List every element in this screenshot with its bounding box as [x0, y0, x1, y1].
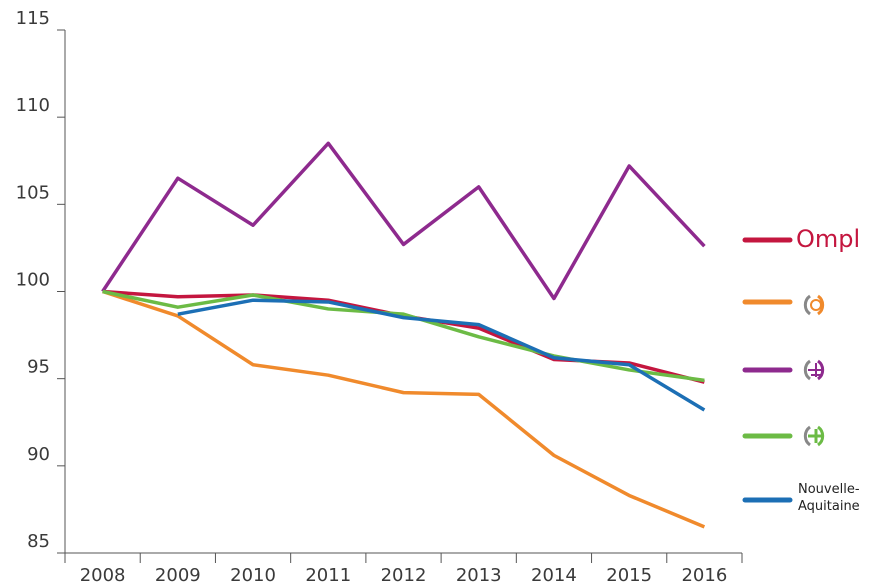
x-tick-label: 2010	[230, 565, 276, 586]
y-tick-label: 100	[16, 270, 50, 291]
series-line	[177, 298, 706, 412]
series-line	[101, 141, 706, 301]
x-tick-label: 2013	[456, 565, 502, 586]
x-tick-label: 2016	[681, 565, 727, 586]
y-tick-label: 110	[16, 95, 50, 116]
legend-label: Ompl	[796, 225, 861, 253]
x-tick-label: 2014	[531, 565, 577, 586]
x-tick-label: 2008	[80, 565, 126, 586]
series-line	[102, 289, 705, 383]
y-tick-label: 95	[27, 357, 50, 378]
legend-icon	[803, 294, 825, 447]
y-tick-label: 115	[16, 8, 50, 29]
x-tick-label: 2009	[155, 565, 201, 586]
x-tick-label: 2015	[606, 565, 652, 586]
x-tick-label: 2012	[381, 565, 427, 586]
legend-label: Nouvelle-Aquitaine	[798, 482, 860, 514]
y-tick-label: 85	[27, 531, 50, 552]
series-line	[102, 289, 706, 529]
y-tick-label: 90	[27, 444, 50, 465]
y-tick-label: 105	[16, 182, 50, 203]
x-tick-label: 2011	[305, 565, 351, 586]
